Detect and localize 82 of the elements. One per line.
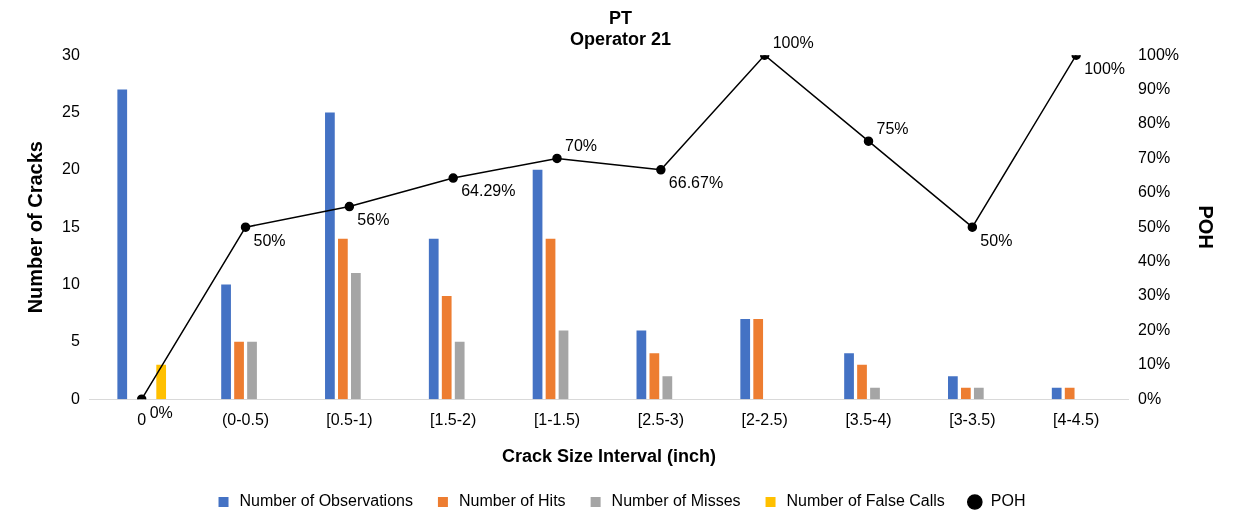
bar: [649, 353, 660, 400]
data-label: 56%: [357, 210, 390, 228]
y2-tick-label: 80%: [1138, 114, 1171, 132]
bar: [753, 318, 764, 400]
bar: [960, 387, 971, 400]
x-tick-label: [1.5-2): [430, 411, 477, 429]
bar: [857, 364, 867, 400]
bar: [325, 112, 335, 400]
bar: [844, 353, 854, 400]
bar: [558, 330, 569, 400]
legend-label: POH: [990, 492, 1026, 510]
point: [656, 165, 666, 175]
data-label: 0%: [149, 403, 173, 421]
data-label: 50%: [253, 231, 286, 249]
bar: [234, 341, 244, 400]
bar: [636, 330, 647, 400]
bar: [662, 376, 673, 400]
bar: [870, 387, 880, 400]
chart-subtitle: Operator 21: [569, 29, 672, 50]
y2-tick-label: 90%: [1138, 80, 1171, 98]
point: [967, 222, 978, 232]
y2-tick-label: 60%: [1138, 183, 1171, 201]
bar: [973, 387, 984, 400]
bar: [156, 364, 167, 400]
y-tick-label: 10: [62, 274, 80, 292]
y2-tick-label: 70%: [1138, 148, 1171, 166]
bar: [948, 376, 958, 400]
y2-axis-title: POH: [1195, 205, 1218, 249]
data-label: 50%: [980, 231, 1013, 249]
legend-label: Number of Hits: [458, 492, 566, 510]
x-tick-label: [2-2.5): [741, 411, 788, 429]
bar: [247, 341, 257, 400]
y-tick-label: 25: [62, 102, 80, 120]
y-tick-label: 20: [62, 160, 80, 178]
data-label: 100%: [772, 33, 814, 51]
x-tick-label: [1-1.5): [533, 411, 581, 429]
point: [552, 153, 562, 164]
bar: [1051, 387, 1062, 400]
y2-tick-label: 50%: [1138, 217, 1171, 235]
y2-tick-label: 0%: [1138, 389, 1162, 407]
x-tick-label: [2.5-3): [637, 411, 684, 429]
x-axis-title: Crack Size Interval (inch): [501, 446, 716, 467]
bar: [545, 238, 556, 400]
x-tick-label: 0: [137, 411, 147, 429]
legend-label: Number of False Calls: [786, 492, 945, 510]
y-tick-label: 0: [70, 389, 80, 407]
point: [240, 222, 251, 232]
x-tick-label: [3-3.5): [949, 411, 996, 429]
point: [863, 136, 874, 146]
y-axis-title: Number of Cracks: [23, 141, 46, 314]
y2-tick-label: 10%: [1138, 355, 1171, 373]
x-tick-label: [4-4.5): [1053, 411, 1100, 429]
bar: [117, 89, 128, 400]
x-tick-label: (0-0.5): [221, 411, 270, 429]
legend-label: Number of Observations: [239, 492, 413, 510]
y2-tick-label: 100%: [1138, 45, 1179, 63]
bar: [740, 318, 751, 400]
bar: [428, 238, 439, 400]
y-tick-label: 15: [62, 217, 80, 235]
chart-title: PT: [608, 7, 633, 28]
bar: [441, 296, 452, 400]
data-label: 75%: [876, 119, 909, 137]
y-tick-label: 30: [62, 45, 80, 63]
y-tick-label: 5: [70, 332, 80, 350]
data-label: 64.29%: [461, 182, 516, 200]
bar: [532, 169, 543, 400]
y2-tick-label: 20%: [1138, 320, 1171, 338]
data-label: 70%: [565, 136, 598, 154]
point: [448, 173, 458, 183]
x-tick-label: [3.5-4): [845, 411, 892, 429]
legend-label: Number of Misses: [611, 492, 741, 510]
bar: [1064, 387, 1075, 400]
bar: [221, 284, 231, 400]
y2-tick-label: 40%: [1138, 252, 1171, 270]
y2-tick-label: 30%: [1138, 286, 1171, 304]
bar: [350, 273, 361, 400]
bar: [338, 238, 348, 400]
data-label: 66.67%: [668, 174, 724, 192]
data-label: 100%: [1084, 59, 1126, 77]
point: [344, 201, 355, 212]
x-tick-label: [0.5-1): [326, 411, 373, 429]
bar: [454, 341, 465, 400]
